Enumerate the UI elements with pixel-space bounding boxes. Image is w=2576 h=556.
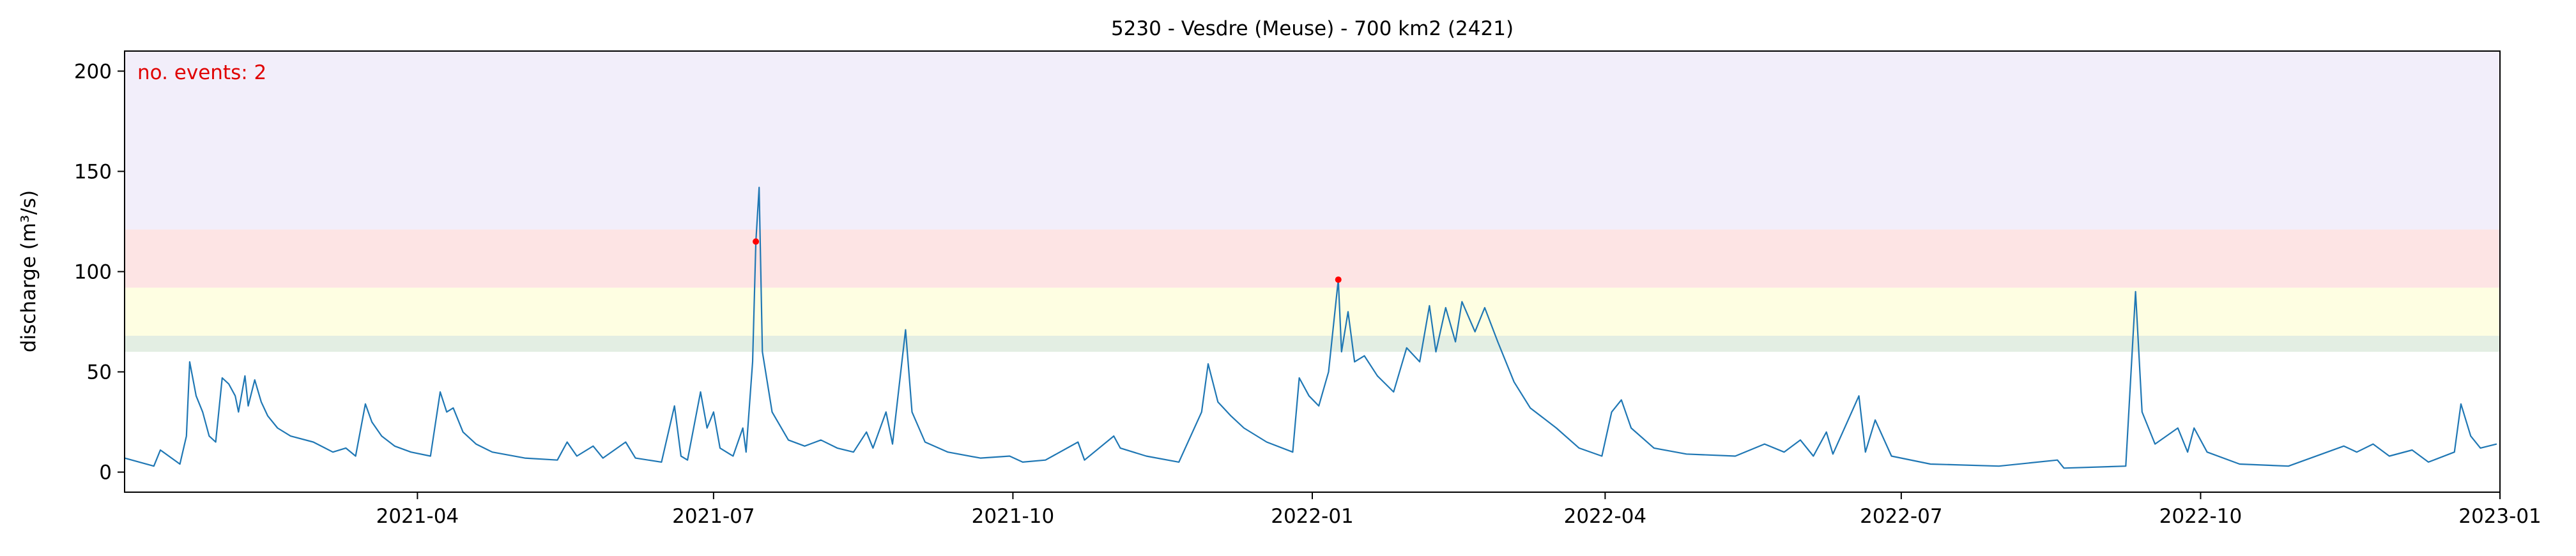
y-tick-label: 50 (87, 361, 112, 384)
y-axis-label: discharge (m³/s) (17, 190, 40, 352)
annotation: no. events: 2 (137, 61, 266, 84)
y-tick-label: 200 (74, 60, 112, 83)
axes-frame (124, 50, 2501, 493)
discharge-line (124, 186, 2497, 469)
chart-title: 5230 - Vesdre (Meuse) - 700 km2 (2421) (1111, 17, 1514, 40)
x-tick-label: 2022-01 (1271, 505, 1354, 528)
x-tick-label: 2022-04 (1564, 505, 1647, 528)
threshold-band (125, 287, 2500, 336)
event-point (753, 238, 760, 245)
threshold-band (125, 229, 2500, 288)
y-tick-label: 0 (99, 462, 112, 485)
x-tick-label: 2022-10 (2159, 505, 2242, 528)
event-point (1335, 276, 1342, 283)
x-tick-label: 2022-07 (1860, 505, 1943, 528)
threshold-band (125, 51, 2500, 230)
y-tick-label: 150 (74, 160, 112, 183)
y-tick-label: 100 (74, 261, 112, 284)
x-tick-label: 2021-04 (376, 505, 459, 528)
x-tick-label: 2023-01 (2458, 505, 2542, 528)
x-tick-label: 2021-10 (972, 505, 1055, 528)
threshold-band (125, 336, 2500, 352)
x-tick-label: 2021-07 (672, 505, 755, 528)
